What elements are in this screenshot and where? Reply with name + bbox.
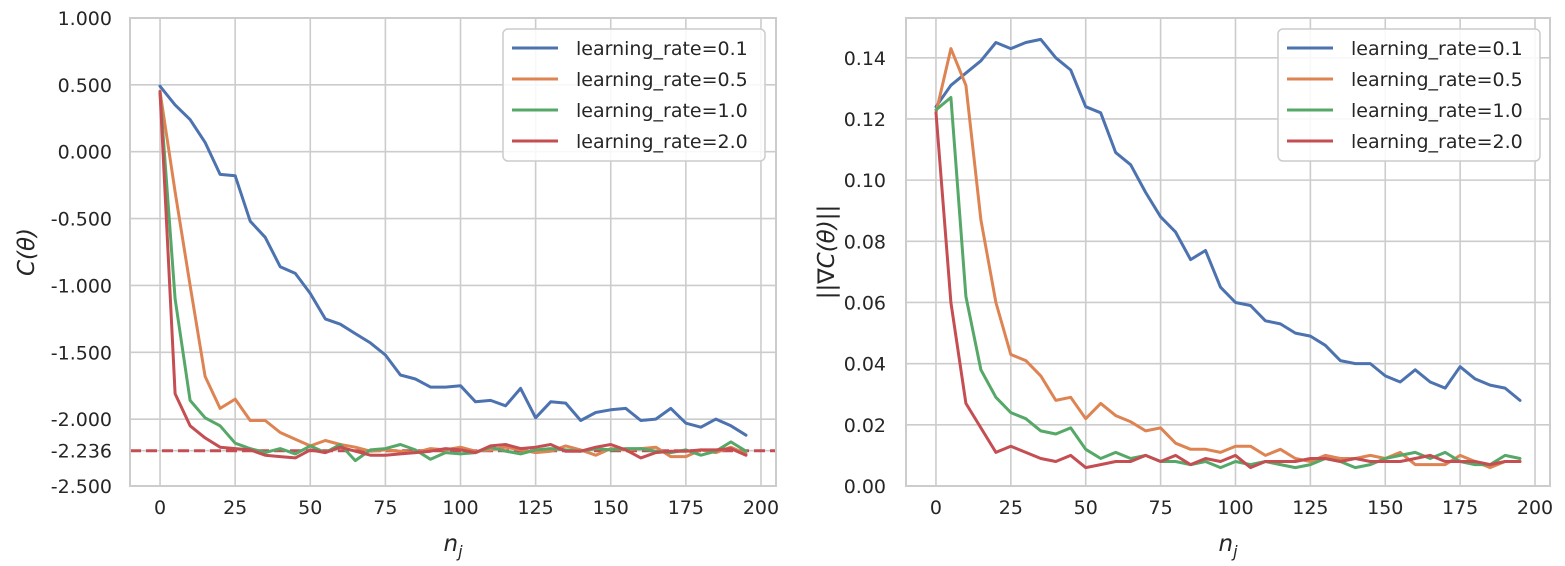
x-tick-label: 200 xyxy=(1517,497,1553,519)
x-tick-label: 100 xyxy=(442,497,478,519)
series-line-0 xyxy=(934,37,1522,402)
y-tick-label: -1.000 xyxy=(51,275,112,297)
y-tick-label: -0.500 xyxy=(51,209,112,231)
series-line-1 xyxy=(934,47,1522,470)
y-tick-label: 0.04 xyxy=(844,354,886,376)
y-tick-label: -2.236 xyxy=(51,441,112,463)
x-tick-label: 75 xyxy=(373,497,397,519)
y-tick-label: 0.08 xyxy=(844,231,886,253)
y-tick-label: -1.500 xyxy=(51,342,112,364)
series-line-2 xyxy=(158,91,748,463)
legend-label: learning_rate=0.1 xyxy=(1351,38,1523,60)
legend-box xyxy=(502,28,766,162)
legend-label: learning_rate=0.5 xyxy=(576,69,748,91)
x-tick-label: 200 xyxy=(743,497,779,519)
y-tick-label: 0.14 xyxy=(844,48,886,70)
cost-chart-panel: 0 25 50 75 100 125 150 175 200 1.000 0.500 0.000 -0.… xyxy=(14,8,779,561)
y-tick-label: -2.000 xyxy=(51,409,112,431)
series-line-0 xyxy=(158,84,748,437)
legend-label: learning_rate=2.0 xyxy=(1351,131,1523,153)
y-tick-label: -2.500 xyxy=(51,476,112,498)
series-line-3 xyxy=(934,111,1522,470)
x-tick-label: 0 xyxy=(930,497,942,519)
x-axis-label: nj xyxy=(1218,531,1238,561)
gradient-norm-chart-panel: 0 25 50 75 100 125 150 175 200 0.00 0.02 0.04 0.06 0.… xyxy=(814,17,1553,561)
legend-label: learning_rate=0.1 xyxy=(576,38,748,60)
x-tick-label: 100 xyxy=(1217,497,1253,519)
x-tick-label: 25 xyxy=(223,497,247,519)
x-tick-label: 75 xyxy=(1149,497,1173,519)
legend: learning_rate=0.1 learning_rate=0.5learni… xyxy=(1277,28,1541,162)
y-tick-label: 0.02 xyxy=(844,415,886,437)
y-tick-label: 0.00 xyxy=(844,476,886,498)
x-tick-label: 125 xyxy=(1292,497,1328,519)
y-axis-label: C(θ) xyxy=(14,228,40,276)
legend-box xyxy=(1277,28,1541,162)
plot-frame xyxy=(129,17,777,487)
x-tick-label: 25 xyxy=(999,497,1023,519)
legend-label: learning_rate=1.0 xyxy=(576,100,748,122)
legend-label: learning_rate=0.5 xyxy=(1351,69,1523,91)
y-tick-label: 1.000 xyxy=(58,8,112,30)
y-tick-label: 0.500 xyxy=(58,75,112,97)
legend-label: learning_rate=1.0 xyxy=(1351,100,1523,122)
y-tick-label: 0.12 xyxy=(844,109,886,131)
x-axis-label: nj xyxy=(443,531,463,561)
x-tick-label: 50 xyxy=(298,497,322,519)
x-tick-label: 150 xyxy=(1367,497,1403,519)
x-tick-label: 50 xyxy=(1074,497,1098,519)
x-tick-label: 175 xyxy=(1442,497,1478,519)
legend: learning_rate=0.1 learning_rate=0.5learni… xyxy=(502,28,766,162)
x-tick-label: 0 xyxy=(154,497,166,519)
plot-frame xyxy=(905,17,1551,487)
y-tick-label: 0.10 xyxy=(844,170,886,192)
series-line-3 xyxy=(158,90,748,460)
x-tick-label: 175 xyxy=(668,497,704,519)
y-axis-label: ||∇C(θ)|| xyxy=(814,205,840,299)
y-tick-label: 0.06 xyxy=(844,292,886,314)
y-tick-label: 0.000 xyxy=(58,142,112,164)
x-tick-label: 150 xyxy=(593,497,629,519)
x-tick-label: 125 xyxy=(517,497,553,519)
legend-label: learning_rate=2.0 xyxy=(576,131,748,153)
